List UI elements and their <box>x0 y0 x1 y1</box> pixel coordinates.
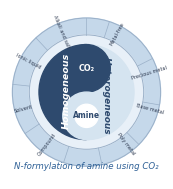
Text: N-formylation of amine using CO₂: N-formylation of amine using CO₂ <box>14 162 159 171</box>
Text: Solvent: Solvent <box>13 104 33 114</box>
Text: Alkali and salt: Alkali and salt <box>52 14 70 49</box>
Text: Metal-free: Metal-free <box>109 22 126 47</box>
Text: Heterogeneous: Heterogeneous <box>102 57 111 135</box>
Text: Homogeneous: Homogeneous <box>62 53 71 129</box>
Text: Precious metal: Precious metal <box>131 65 168 81</box>
Circle shape <box>63 45 110 92</box>
Wedge shape <box>39 45 86 140</box>
Circle shape <box>29 35 144 149</box>
Circle shape <box>75 57 98 80</box>
Circle shape <box>12 18 161 166</box>
Text: CO₂: CO₂ <box>78 64 95 73</box>
Circle shape <box>63 92 110 140</box>
Text: Amine: Amine <box>73 111 100 120</box>
Text: Poly metal: Poly metal <box>116 132 136 157</box>
Text: Compound: Compound <box>37 132 57 157</box>
Circle shape <box>75 104 98 127</box>
Text: Ionic liquid: Ionic liquid <box>15 53 42 70</box>
Text: Base metal: Base metal <box>136 103 164 115</box>
Wedge shape <box>86 45 134 140</box>
